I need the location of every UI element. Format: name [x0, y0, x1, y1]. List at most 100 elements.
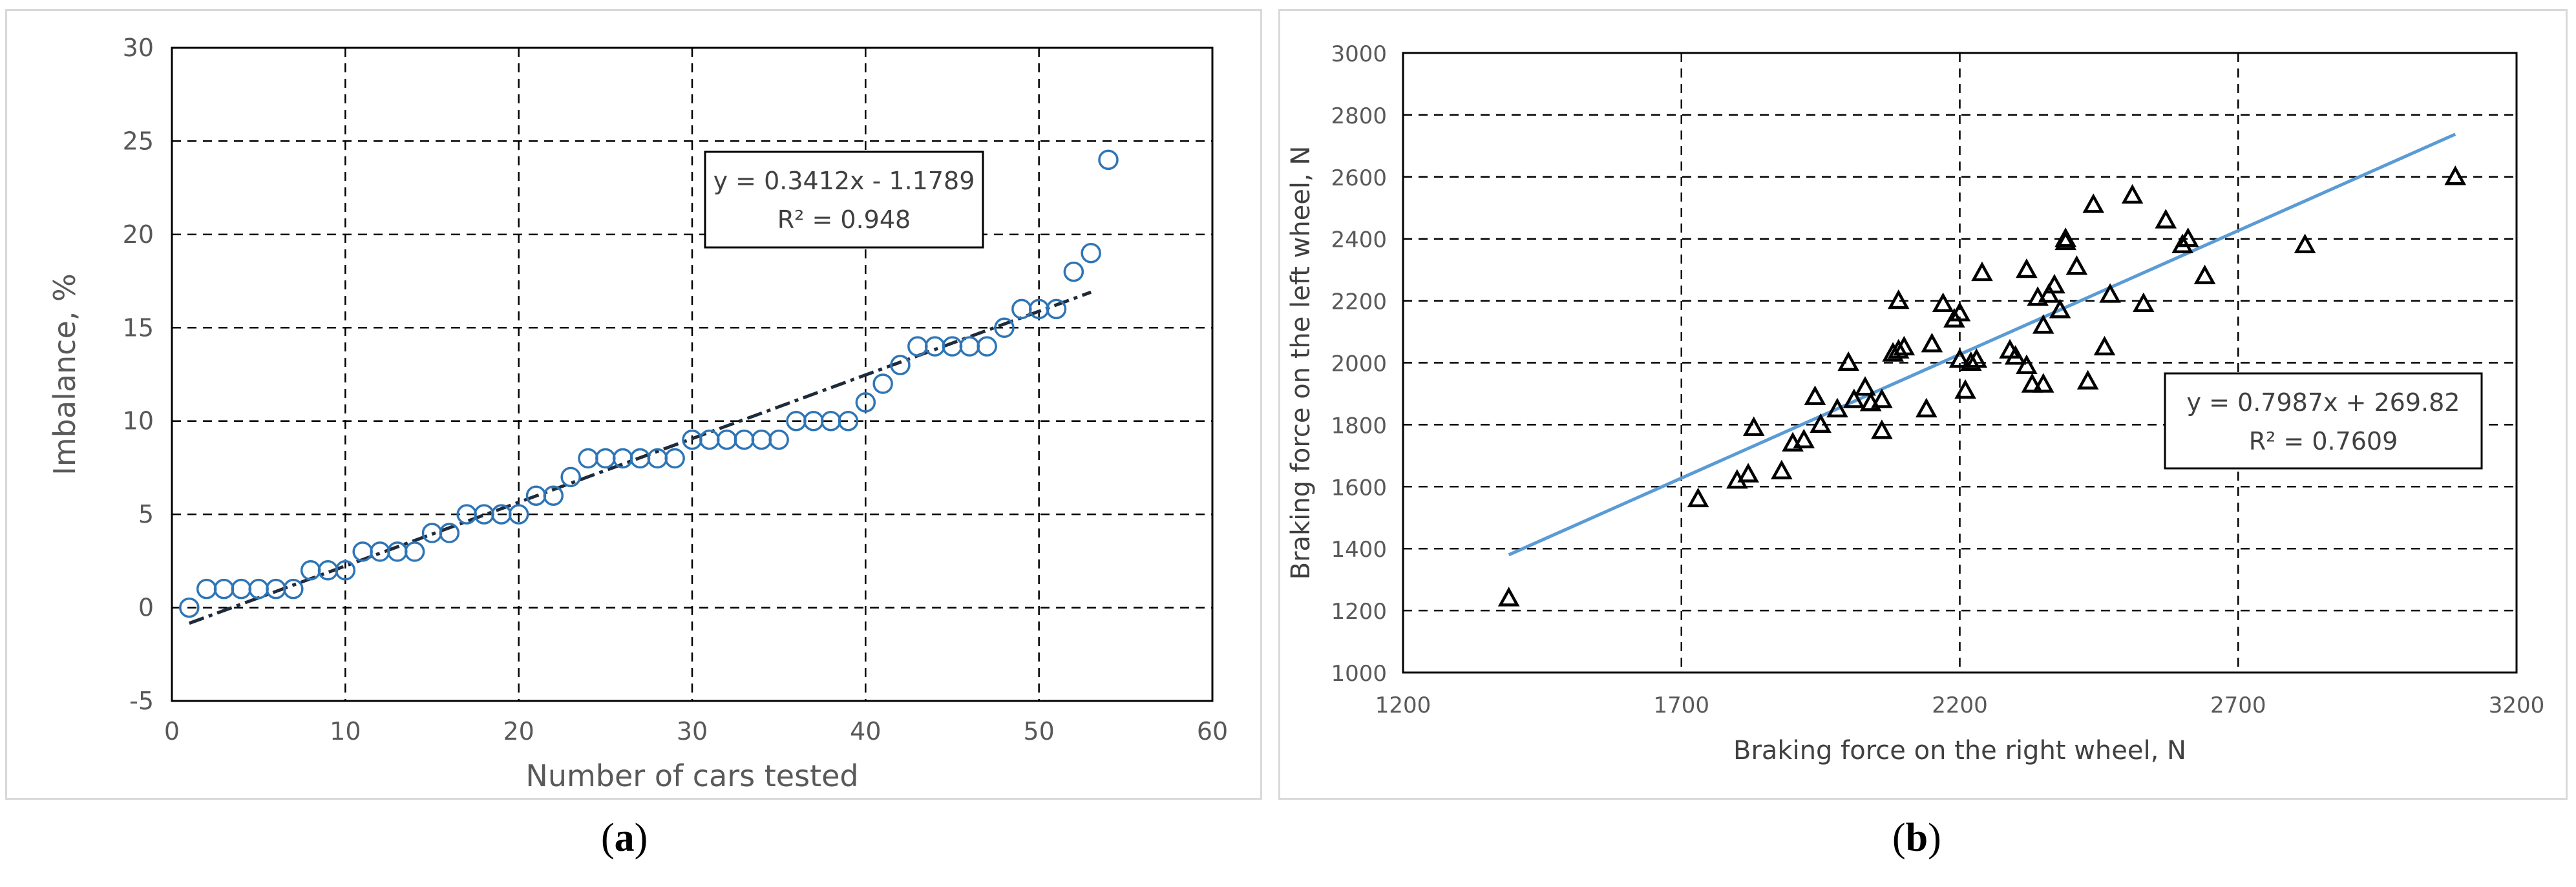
data-point — [2016, 258, 2038, 278]
data-point — [2049, 298, 2071, 318]
data-point — [2076, 370, 2099, 390]
data-point — [734, 429, 755, 450]
data-point — [2038, 283, 2060, 303]
x-tick-label: 0 — [164, 717, 180, 746]
data-point — [1837, 351, 1860, 371]
trendline-equation: y = 0.7987x + 269.82 — [2187, 388, 2460, 417]
data-point — [1810, 413, 1832, 433]
trendline-equation: y = 0.3412x - 1.1789 — [713, 167, 975, 195]
data-point — [248, 578, 269, 600]
data-point — [2054, 227, 2077, 247]
data-point — [994, 317, 1015, 339]
y-tick-label: 10 — [123, 407, 154, 435]
data-point — [959, 336, 980, 357]
y-tick-labels: 1000 1200 1400 1600 1800 2000 2200 2400 2600 2800… — [1331, 41, 1387, 687]
trendline — [188, 290, 1092, 625]
data-point — [699, 429, 720, 450]
r-squared-label: R² = 0.948 — [777, 205, 911, 234]
data-point — [1804, 385, 1826, 405]
data-point — [1742, 416, 1765, 436]
y-tick-label: 30 — [123, 34, 154, 62]
data-point — [300, 560, 321, 581]
data-point — [855, 392, 876, 413]
y-tick-label: 2400 — [1331, 227, 1387, 253]
data-point — [1842, 388, 1865, 408]
x-tick-label: 1700 — [1653, 693, 1709, 718]
y-tick-label: 3000 — [1331, 41, 1387, 67]
caption-b: (b) — [1892, 816, 1941, 860]
data-point — [2032, 314, 2054, 334]
x-tick-label: 20 — [503, 717, 534, 746]
data-point — [179, 597, 200, 618]
data-point — [2054, 230, 2077, 251]
data-point — [1497, 587, 1520, 607]
y-tick-label: 1600 — [1331, 475, 1387, 501]
data-point — [1737, 463, 1759, 483]
data-point — [1098, 149, 1119, 171]
trendline-line — [188, 290, 1092, 625]
caption-a-letter: a — [614, 816, 635, 860]
data-point — [1893, 335, 1916, 356]
y-tick-label: 25 — [123, 127, 154, 155]
y-tick-label: 1400 — [1331, 537, 1387, 563]
data-point — [2099, 283, 2121, 303]
data-point — [2021, 373, 2043, 393]
data-point — [2193, 264, 2216, 284]
data-point — [595, 448, 616, 469]
x-tick-label: 40 — [850, 717, 881, 746]
equation-box — [704, 151, 984, 249]
data-point — [2093, 335, 2116, 356]
data-point — [508, 504, 529, 525]
data-point — [1948, 348, 1971, 368]
x-tick-label: 2200 — [1932, 693, 1988, 718]
data-point — [560, 466, 581, 488]
data-point — [1871, 419, 1893, 439]
y-tick-label: 1200 — [1331, 599, 1387, 625]
y-tick-label: 1800 — [1331, 413, 1387, 439]
y-tick-label: 2800 — [1331, 103, 1387, 129]
chart-panel-a: y = 0.3412x - 1.1789 R² = 0.948 0 10 20 30 4… — [5, 9, 1262, 800]
y-axis-label: Imbalance, % — [47, 273, 82, 475]
y-axis-label: Braking force on the left wheel, N — [1286, 146, 1316, 580]
data-point — [751, 429, 772, 450]
data-point — [1063, 261, 1084, 282]
data-point — [890, 355, 911, 375]
y-tick-label: 5 — [138, 500, 154, 528]
data-point — [404, 541, 425, 562]
data-points — [1497, 165, 2467, 607]
x-tick-label: 1200 — [1375, 693, 1431, 718]
plot-frame — [171, 47, 1214, 702]
data-point — [1915, 397, 1937, 418]
data-point — [838, 410, 859, 432]
x-tick-labels: 1200 1700 2200 2700 3200 — [1375, 693, 2545, 718]
caption-b-letter: b — [1905, 816, 1928, 860]
x-tick-label: 10 — [330, 717, 361, 746]
x-tick-label: 30 — [677, 717, 708, 746]
data-point — [2032, 373, 2054, 393]
y-tick-label: 0 — [138, 594, 154, 622]
trendline — [1508, 132, 2456, 557]
data-point — [977, 336, 997, 357]
data-point — [1854, 376, 1876, 396]
equation-box — [2164, 372, 2483, 470]
data-point — [335, 560, 356, 581]
data-point — [1081, 242, 1101, 264]
data-point — [1826, 397, 1848, 418]
plot-frame — [1402, 52, 2518, 674]
trendline-line — [1508, 132, 2456, 557]
data-point — [768, 429, 789, 450]
x-axis-label: Braking force on the right wheel, N — [1733, 736, 2186, 766]
data-point — [1887, 289, 1910, 309]
data-point — [1965, 348, 1988, 368]
x-tick-labels: 0 10 20 30 40 50 60 — [164, 717, 1228, 746]
data-point — [716, 429, 737, 450]
data-point — [283, 578, 304, 600]
data-points — [179, 149, 1119, 618]
data-point — [2444, 165, 2467, 185]
data-point — [907, 336, 928, 357]
grid-lines — [171, 47, 1214, 702]
x-tick-label: 60 — [1197, 717, 1228, 746]
data-point — [2132, 292, 2155, 313]
data-point — [1687, 487, 1709, 508]
grid-lines — [1402, 52, 2518, 674]
